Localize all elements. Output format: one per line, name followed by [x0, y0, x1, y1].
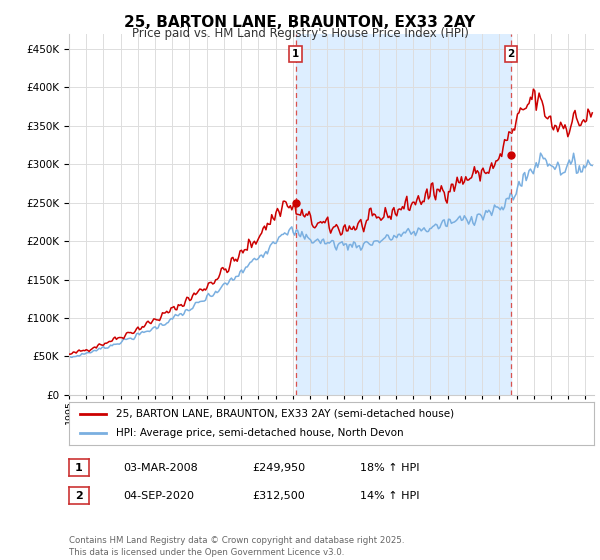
Text: Contains HM Land Registry data © Crown copyright and database right 2025.
This d: Contains HM Land Registry data © Crown c… [69, 536, 404, 557]
Text: 2: 2 [507, 49, 514, 59]
Text: 25, BARTON LANE, BRAUNTON, EX33 2AY: 25, BARTON LANE, BRAUNTON, EX33 2AY [124, 15, 476, 30]
Text: Price paid vs. HM Land Registry's House Price Index (HPI): Price paid vs. HM Land Registry's House … [131, 27, 469, 40]
Text: £249,950: £249,950 [252, 463, 305, 473]
Text: £312,500: £312,500 [252, 491, 305, 501]
Text: 25, BARTON LANE, BRAUNTON, EX33 2AY (semi-detached house): 25, BARTON LANE, BRAUNTON, EX33 2AY (sem… [116, 409, 454, 419]
Text: 14% ↑ HPI: 14% ↑ HPI [360, 491, 419, 501]
Bar [296, 34, 511, 395]
Text: 04-SEP-2020: 04-SEP-2020 [123, 491, 194, 501]
Text: HPI: Average price, semi-detached house, North Devon: HPI: Average price, semi-detached house,… [116, 428, 404, 438]
Text: 1: 1 [292, 49, 299, 59]
Text: 03-MAR-2008: 03-MAR-2008 [123, 463, 198, 473]
Text: 1: 1 [75, 463, 83, 473]
Text: 18% ↑ HPI: 18% ↑ HPI [360, 463, 419, 473]
Text: 2: 2 [75, 491, 83, 501]
